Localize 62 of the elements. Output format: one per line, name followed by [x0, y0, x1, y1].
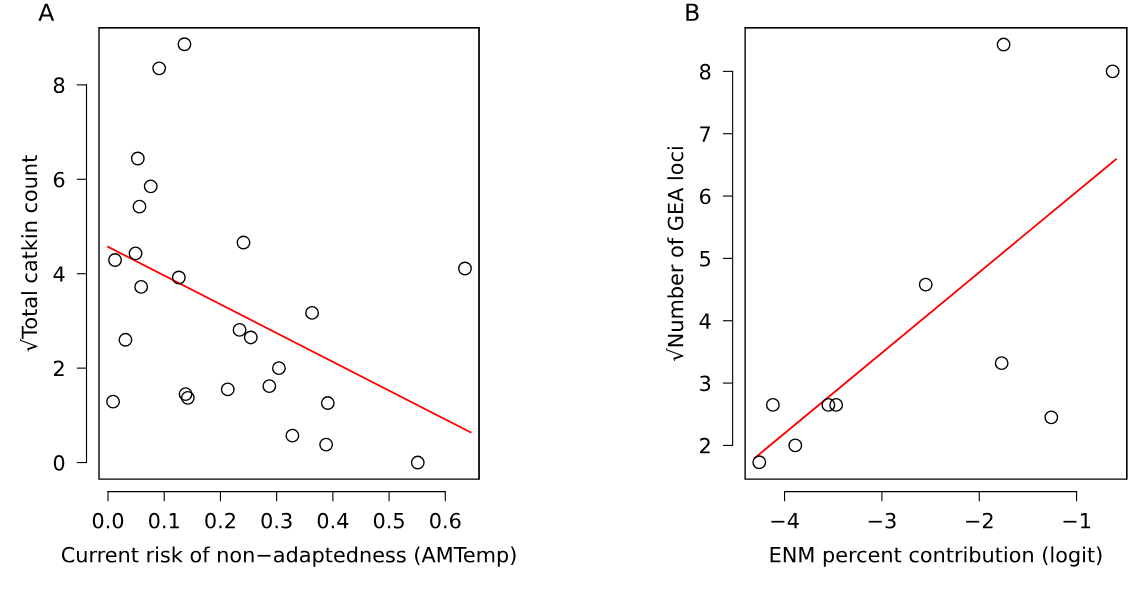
point	[132, 199, 147, 214]
x-tick-label: 0.6	[430, 512, 461, 529]
point	[130, 151, 145, 166]
point	[271, 361, 286, 376]
y-tick-label: 6	[53, 171, 65, 188]
point	[752, 455, 767, 470]
point	[134, 279, 149, 294]
point	[1105, 64, 1120, 79]
point	[994, 356, 1009, 371]
y-tick-label: 8	[53, 77, 65, 94]
point	[320, 396, 335, 411]
point	[458, 261, 472, 276]
x-tick-label: 0.3	[261, 512, 292, 529]
x-tick-label: 0.2	[205, 512, 235, 529]
point	[262, 379, 277, 394]
x-tick-label: 0.4	[317, 512, 349, 529]
point	[829, 397, 844, 412]
point	[410, 455, 425, 470]
y-tick-label: 0	[53, 455, 65, 471]
point	[177, 37, 192, 52]
point	[128, 246, 143, 261]
point	[788, 438, 803, 453]
point	[918, 277, 933, 292]
point	[236, 235, 251, 250]
point	[106, 394, 121, 409]
point	[108, 253, 122, 267]
y-tick-label: 5	[700, 251, 710, 267]
x-tick-label: 0.5	[373, 512, 404, 529]
point	[285, 428, 300, 443]
point	[821, 397, 836, 412]
y-axis-title: √Number of GEA loci	[666, 147, 684, 361]
x-axis-title: ENM percent contribution (logit)	[770, 546, 1102, 567]
point	[1044, 410, 1059, 425]
y-tick-label: 6	[700, 188, 711, 205]
y-axis-title: √Total catkin count	[20, 155, 38, 352]
point	[996, 37, 1011, 52]
point	[232, 322, 247, 337]
x-tick-label: 0.0	[92, 512, 124, 529]
y-tick-label: 4	[699, 313, 711, 329]
x-tick-label: −2	[966, 512, 993, 529]
point	[305, 305, 320, 320]
y-tick-label: 4	[53, 266, 65, 282]
x-tick-label: −4	[771, 513, 799, 529]
x-tick-label: −3	[868, 512, 896, 529]
point	[243, 330, 258, 345]
point	[319, 437, 334, 452]
y-tick-label: 2	[53, 360, 64, 377]
point	[765, 397, 780, 412]
y-tick-label: 7	[700, 126, 711, 142]
point	[220, 382, 235, 397]
x-tick-label: −1	[1063, 513, 1091, 529]
text: A	[38, 3, 55, 21]
point	[171, 270, 186, 285]
point	[143, 179, 158, 194]
point	[152, 61, 167, 76]
point	[118, 332, 133, 347]
text: B	[686, 3, 699, 21]
y-tick-label: 2	[700, 437, 710, 454]
x-axis-title: Current risk of non−adaptedness (AMTemp)	[61, 546, 516, 567]
y-tick-label: 3	[700, 375, 711, 392]
y-tick-label: 8	[699, 63, 711, 80]
x-tick-label: 0.1	[149, 512, 179, 529]
